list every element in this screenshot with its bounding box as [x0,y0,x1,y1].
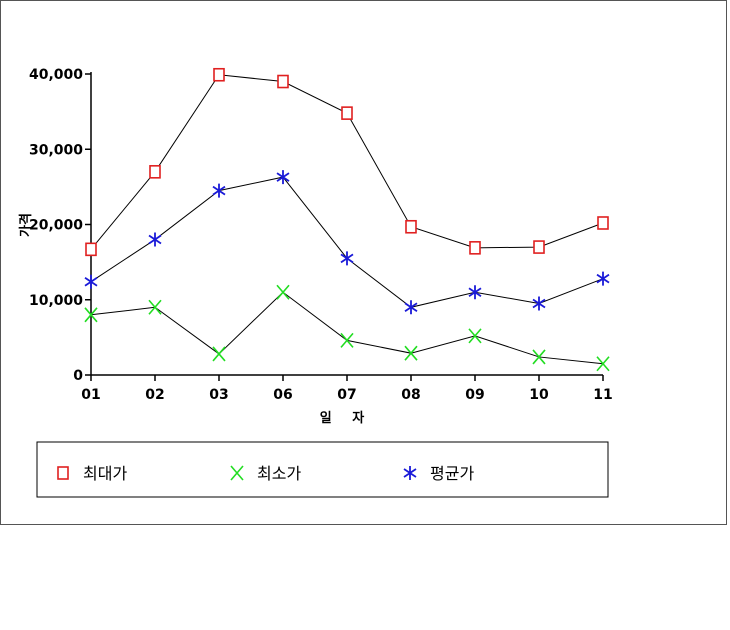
y-axis-ticks: 0 10,000 20,000 30,000 40,000 [29,67,91,384]
y-axis-title: 가격 [19,213,34,237]
x-tick-label: 09 [465,387,484,403]
data-point-x [84,307,98,323]
legend-box [36,441,609,498]
x-tick-label: 08 [401,387,420,403]
x-tick-label: 02 [145,387,164,403]
data-point-star [276,170,290,185]
x-tick-label: 06 [273,387,292,403]
x-axis-ticks: 01 02 03 06 07 08 09 10 11 [81,375,613,403]
series-line-1 [90,74,604,250]
legend: 최대가 최소가 평균가 [36,441,609,498]
data-point-square [213,67,225,82]
legend-marker-star [403,466,417,480]
data-point-square [469,241,481,255]
x-axis-title: 일 자 [320,411,372,426]
data-point-square [85,242,97,257]
y-tick-label: 30,000 [29,142,83,158]
legend-marker-x [230,465,244,481]
data-point-x [340,332,354,348]
data-point-square [533,240,545,254]
series-line-2 [90,291,604,365]
data-point-star [340,251,354,266]
data-point-x [532,349,546,365]
data-point-x [404,345,418,361]
legend-label: 최대가 [83,464,127,483]
legend-label: 평균가 [430,464,474,483]
data-point-star [212,183,226,198]
data-point-star [84,274,98,289]
x-tick-label: 07 [337,387,356,403]
y-tick-label: 40,000 [29,67,83,83]
data-point-star [596,271,610,286]
x-tick-label: 11 [593,387,612,403]
data-point-x [596,356,610,372]
series-line-3 [90,176,604,308]
data-point-x [276,284,290,300]
data-point-star [148,232,162,247]
line-chart: 0 10,000 20,000 30,000 40,000 01 02 03 06 07 08 09… [19,67,613,498]
data-point-square [341,106,353,120]
data-point-star [468,285,482,300]
x-tick-label: 01 [81,387,100,403]
y-tick-label: 10,000 [29,293,83,309]
data-point-square [277,74,289,89]
data-point-x [148,299,162,315]
legend-label: 최소가 [257,464,301,483]
chart-frame: 0 10,000 20,000 30,000 40,000 01 02 03 06 07 08 09… [0,0,727,525]
y-tick-label: 0 [73,368,83,384]
data-point-x [468,328,482,344]
data-point-x [212,346,226,362]
x-tick-label: 03 [209,387,228,403]
y-tick-label: 20,000 [29,218,83,234]
x-tick-label: 10 [529,387,549,403]
data-point-square [597,216,609,230]
data-point-square [149,165,161,179]
data-point-star [532,296,546,311]
legend-marker-square [57,466,69,480]
data-point-square [405,219,417,234]
data-point-star [404,300,418,315]
series-group [84,67,610,372]
